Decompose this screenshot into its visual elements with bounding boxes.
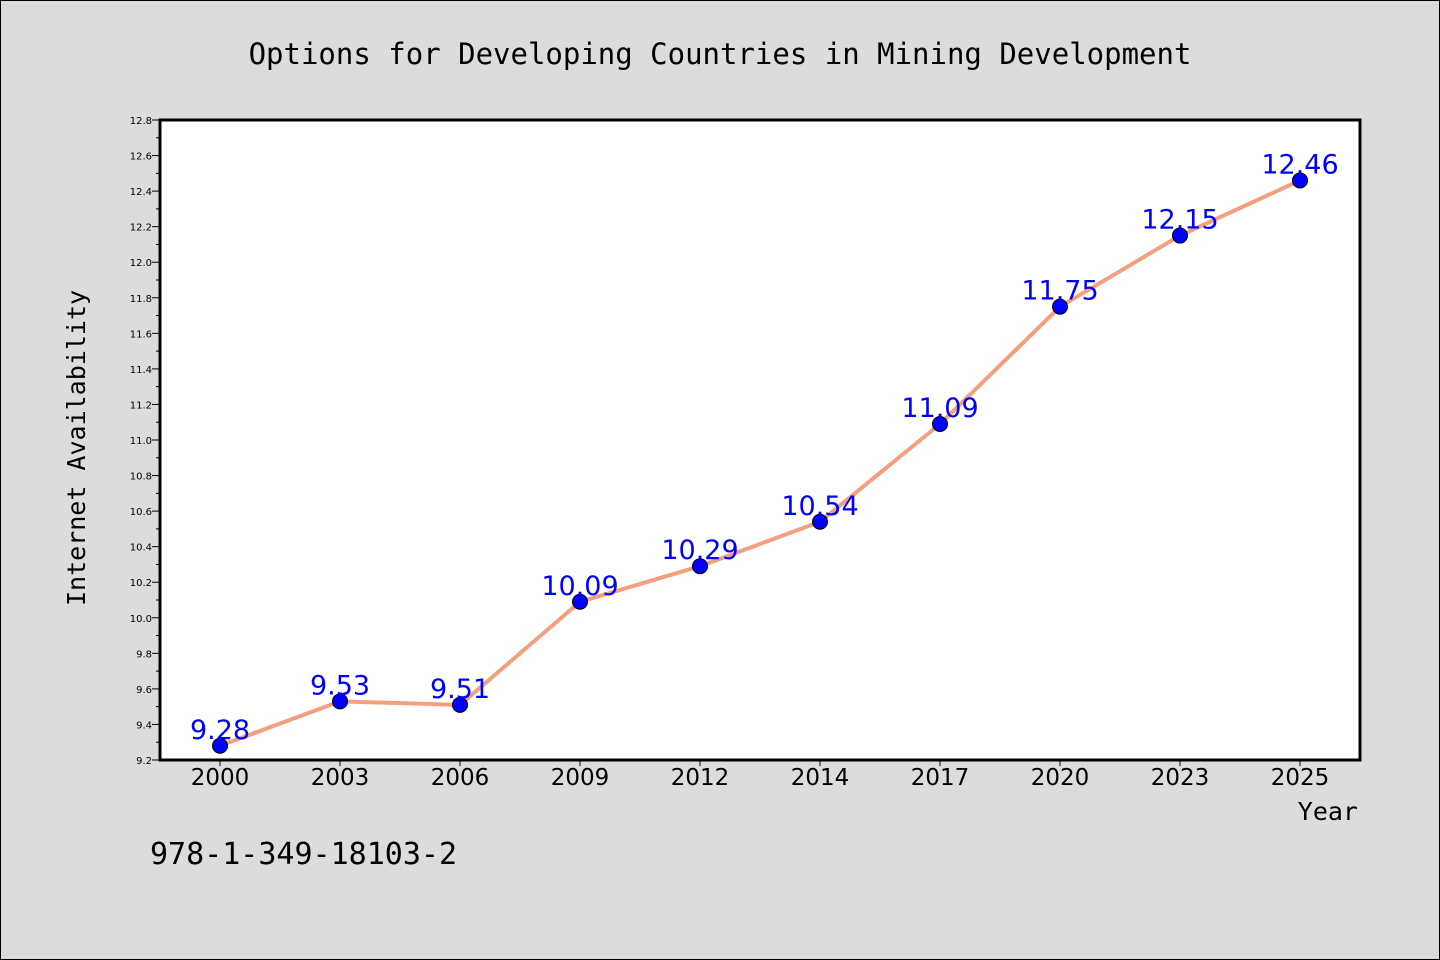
x-tick-label: 2006 [431, 765, 490, 791]
data-point [812, 513, 828, 530]
y-tick-label: 9.8 [136, 649, 152, 660]
series-line [218, 178, 1302, 748]
data-labels: 9.28 9.53 9.51 10.09 10.29 10.54 11.09 11.75 12.… [190, 149, 1339, 745]
data-label: 9.53 [310, 670, 370, 701]
x-tick-label: 2023 [1151, 765, 1210, 791]
data-point [1292, 172, 1308, 189]
data-label: 11.09 [901, 393, 978, 424]
data-point [572, 593, 588, 610]
x-tick-label: 2025 [1271, 765, 1330, 791]
y-tick-label: 11.8 [130, 294, 152, 305]
y-axis-title: Internet Availability [62, 290, 91, 606]
data-label: 10.29 [661, 535, 738, 566]
data-label: 10.09 [541, 571, 618, 602]
data-label: 12.15 [1141, 205, 1218, 236]
y-tick-label: 9.6 [136, 685, 152, 696]
y-tick-label: 10.2 [130, 578, 152, 589]
y-tick-label: 10.6 [130, 507, 152, 518]
data-label: 12.46 [1261, 149, 1338, 180]
data-label: 10.54 [781, 491, 858, 522]
y-tick-label: 11.0 [130, 436, 152, 447]
x-tick-label: 2000 [191, 765, 250, 791]
data-point [932, 416, 948, 432]
data-markers [212, 172, 1308, 754]
chart-title: Options for Developing Countries in Mini… [249, 37, 1192, 71]
y-tick-label: 9.4 [136, 720, 152, 731]
x-tick-label: 2014 [791, 765, 850, 791]
data-point [332, 693, 348, 710]
data-label: 11.75 [1021, 276, 1098, 307]
x-axis-title: Year [1298, 797, 1358, 826]
y-tick-label: 11.4 [130, 365, 152, 376]
y-tick-label: 10.8 [130, 472, 152, 483]
y-tick-label: 12.4 [130, 187, 152, 198]
plot-frame [158, 118, 1362, 762]
y-tick-label: 11.2 [130, 400, 152, 411]
data-point [212, 737, 228, 754]
data-label: 9.28 [190, 715, 250, 746]
data-point [1052, 298, 1068, 315]
x-tick-label: 2017 [911, 765, 970, 791]
y-tick-label: 12.2 [130, 223, 152, 234]
y-tick-label: 10.0 [130, 614, 152, 625]
y-tick-label: 11.6 [130, 329, 152, 340]
y-tick-label: 10.4 [130, 543, 152, 554]
y-tick-label: 12.8 [130, 116, 152, 127]
x-tick-label: 2003 [311, 765, 370, 791]
x-axis: 2000 2003 2006 2009 2012 2014 2017 2020 2023 2025 [191, 760, 1330, 791]
y-tick-label: 12.0 [130, 258, 152, 269]
data-label: 9.51 [430, 674, 490, 705]
y-tick-label: 12.6 [130, 152, 152, 163]
data-point [452, 696, 468, 713]
plot-area [160, 120, 1360, 760]
x-tick-label: 2009 [551, 765, 610, 791]
data-point [1172, 227, 1188, 244]
isbn-footnote: 978-1-349-18103-2 [150, 837, 457, 872]
x-tick-label: 2012 [671, 765, 730, 791]
y-tick-label: 9.2 [136, 756, 152, 767]
x-tick-label: 2020 [1031, 765, 1090, 791]
data-point [692, 558, 708, 575]
